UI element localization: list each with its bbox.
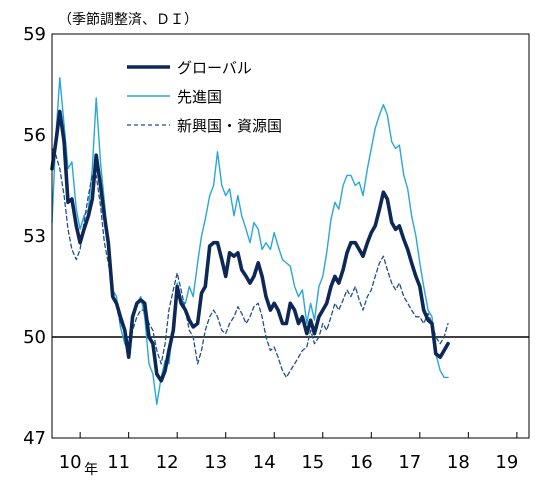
y-tick-label: 50 xyxy=(23,327,46,348)
x-tick-label: 14 xyxy=(253,452,276,473)
y-tick-label: 47 xyxy=(23,428,46,449)
legend-label-1: 先進国 xyxy=(177,88,222,106)
year-suffix: 年 xyxy=(84,462,98,478)
x-tick-label: 15 xyxy=(301,452,324,473)
x-tick-label: 17 xyxy=(398,452,421,473)
x-tick-label: 10 xyxy=(59,452,82,473)
x-tick-label: 16 xyxy=(350,452,373,473)
y-tick-label: 56 xyxy=(23,125,46,146)
x-axis: 10 11 12 13 14 15 16 17 18 19 年 xyxy=(59,432,518,478)
x-tick-label: 13 xyxy=(204,452,227,473)
y-tick-label: 53 xyxy=(23,226,46,247)
x-tick-label: 18 xyxy=(447,452,470,473)
x-tick-label: 11 xyxy=(107,452,130,473)
unit-label: （季節調整済、ＤＩ） xyxy=(58,11,198,28)
plot-frame xyxy=(51,33,530,439)
legend-label-0: グローバル xyxy=(177,59,252,77)
y-tick-label: 59 xyxy=(23,24,46,45)
series-layer xyxy=(50,77,450,405)
x-tick-label: 19 xyxy=(495,452,518,473)
series-line-0 xyxy=(50,109,450,383)
y-axis: 47 50 53 56 59 xyxy=(23,24,46,449)
x-tick-label: 12 xyxy=(156,452,179,473)
legend-label-2: 新興国・資源国 xyxy=(177,117,282,135)
